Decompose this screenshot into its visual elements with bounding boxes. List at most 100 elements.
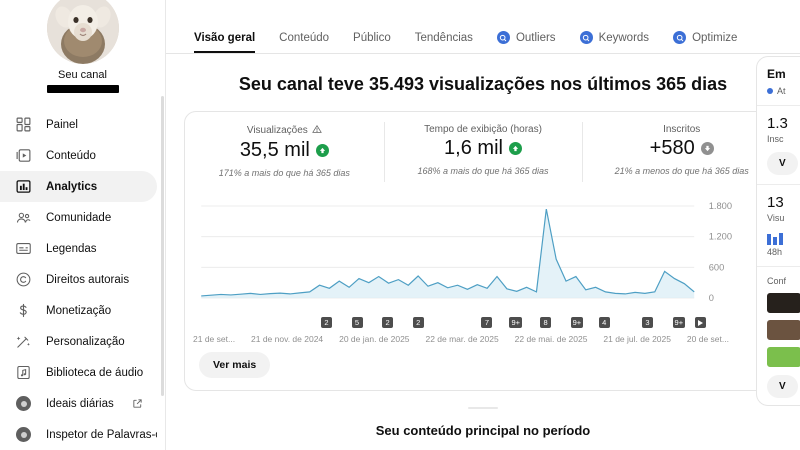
sidebar-item-label: Direitos autorais bbox=[46, 273, 130, 286]
video-thumbnail[interactable] bbox=[767, 320, 800, 340]
subtitles-icon bbox=[14, 239, 33, 258]
top-content-see-more-button[interactable]: V bbox=[767, 375, 798, 398]
chart-area-fill bbox=[201, 209, 695, 298]
video-marker-badge[interactable]: 4 bbox=[598, 317, 610, 328]
realtime-status-label: At bbox=[777, 86, 786, 96]
video-marker-badge[interactable]: 3 bbox=[641, 317, 653, 328]
sidebar-item-inspetor-de-palavras-chave[interactable]: Inspetor de Palavras-chav bbox=[0, 419, 157, 450]
sidebar-item-label: Monetização bbox=[46, 304, 112, 317]
metric-tempo-de-exibicao[interactable]: Tempo de exibição (horas) 1,6 mil 168% a… bbox=[383, 112, 583, 192]
sidebar-item-label: Comunidade bbox=[46, 211, 112, 224]
divider bbox=[757, 184, 800, 185]
tab-optimize[interactable]: Optimize bbox=[661, 31, 749, 53]
metric-value-wrap: +580 bbox=[586, 137, 777, 160]
metric-inscritos[interactable]: Inscritos +580 21% a menos do que há 365… bbox=[582, 112, 781, 192]
warning-icon bbox=[311, 124, 322, 137]
see-more-button[interactable]: Ver mais bbox=[199, 352, 271, 378]
views-chart[interactable]: 0 600 1.200 1.800 2 5 2 2 7 9+ 8 9+ 4 3 9+ bbox=[185, 192, 781, 330]
video-thumbnail[interactable] bbox=[767, 347, 800, 367]
metric-value-wrap: 1,6 mil bbox=[388, 137, 579, 160]
sidebar-item-personalizacao[interactable]: Personalização bbox=[0, 326, 157, 357]
video-marker-badge[interactable]: 7 bbox=[481, 317, 493, 328]
video-marker-badge[interactable]: 5 bbox=[351, 317, 363, 328]
sidebar-item-analytics[interactable]: Analytics bbox=[0, 171, 157, 202]
sidebar-item-conteudo[interactable]: Conteúdo bbox=[0, 140, 157, 171]
sidebar-scrollbar[interactable] bbox=[161, 96, 164, 396]
chart-x-tick: 21 de nov. de 2024 bbox=[251, 334, 324, 344]
see-more-row: Ver mais bbox=[185, 344, 781, 390]
sidebar-item-label: Analytics bbox=[46, 180, 98, 193]
tab-label: Conteúdo bbox=[279, 32, 330, 44]
realtime-sparkline bbox=[767, 233, 800, 245]
tab-label: Tendências bbox=[414, 32, 473, 44]
metric-value: 35,5 mil bbox=[239, 139, 310, 161]
community-people-icon bbox=[14, 208, 33, 227]
chart-line bbox=[201, 209, 694, 296]
video-marker-badge[interactable]: 2 bbox=[320, 317, 332, 328]
bottom-section-title: Seu conteúdo principal no período bbox=[375, 423, 591, 438]
video-marker-badge[interactable]: 9+ bbox=[509, 317, 523, 328]
sidebar-item-label: Legendas bbox=[46, 242, 97, 255]
tab-tendencias[interactable]: Tendências bbox=[403, 32, 485, 53]
extension-badge-icon bbox=[496, 31, 510, 44]
tab-label: Outliers bbox=[515, 31, 556, 44]
monetization-dollar-icon bbox=[14, 301, 33, 320]
copyright-icon bbox=[14, 270, 33, 289]
avatar[interactable] bbox=[46, 0, 119, 64]
sidebar-item-biblioteca-de-audio[interactable]: Biblioteca de áudio bbox=[0, 357, 157, 388]
video-marker-badge[interactable]: 9+ bbox=[672, 317, 686, 328]
content-video-icon bbox=[14, 146, 33, 165]
overview-card: Visualizações 35,5 mil bbox=[184, 111, 782, 391]
tab-visao-geral[interactable]: Visão geral bbox=[182, 32, 267, 53]
section-divider bbox=[468, 407, 498, 409]
metric-label: Tempo de exibição (horas) bbox=[424, 124, 542, 135]
overview-content: Seu canal teve 35.493 visualizações nos … bbox=[166, 54, 800, 438]
analytics-bar-icon bbox=[14, 177, 33, 196]
tab-label: Visão geral bbox=[194, 32, 256, 44]
tab-publico[interactable]: Público bbox=[341, 32, 403, 53]
chart-x-tick: 20 de jan. de 2025 bbox=[339, 334, 410, 344]
keyword-inspector-icon bbox=[14, 425, 33, 444]
extension-badge-icon bbox=[673, 31, 687, 44]
metric-label: Visualizações bbox=[246, 125, 308, 136]
video-marker-play-icon[interactable] bbox=[695, 317, 707, 328]
chart-x-tick: 20 de set... bbox=[686, 334, 729, 344]
metric-label-wrap: Tempo de exibição (horas) bbox=[388, 124, 579, 135]
page-title: Seu canal teve 35.493 visualizações nos … bbox=[238, 74, 728, 94]
tab-keywords[interactable]: Keywords bbox=[568, 31, 662, 53]
sidebar-item-monetizacao[interactable]: Monetização bbox=[0, 295, 157, 326]
metric-delta: 168% a mais do que há 365 dias bbox=[417, 166, 549, 176]
realtime-status: At bbox=[767, 86, 800, 96]
magic-wand-icon bbox=[14, 332, 33, 351]
realtime-title: Em bbox=[767, 67, 786, 81]
trend-up-icon bbox=[508, 142, 522, 155]
realtime-timeframe: 48h bbox=[767, 247, 783, 257]
video-marker-badge[interactable]: 2 bbox=[412, 317, 424, 328]
tab-outliers[interactable]: Outliers bbox=[485, 31, 568, 53]
sidebar-item-ideais-diarias[interactable]: Ideais diárias bbox=[0, 388, 157, 419]
audio-library-icon bbox=[14, 363, 33, 382]
main-content: Visão geral Conteúdo Público Tendências … bbox=[166, 0, 800, 450]
metrics-row: Visualizações 35,5 mil bbox=[185, 112, 781, 192]
sidebar-item-comunidade[interactable]: Comunidade bbox=[0, 202, 157, 233]
daily-ideas-icon bbox=[14, 394, 33, 413]
sidebar-item-label: Inspetor de Palavras-chav bbox=[46, 428, 157, 441]
sidebar-item-direitos-autorais[interactable]: Direitos autorais bbox=[0, 264, 157, 295]
sidebar-item-label: Biblioteca de áudio bbox=[46, 366, 144, 379]
video-thumbnail[interactable] bbox=[767, 293, 800, 313]
extension-badge-icon bbox=[579, 31, 593, 44]
metric-delta: 21% a menos do que há 365 dias bbox=[614, 166, 749, 176]
channel-handle-redacted bbox=[46, 85, 119, 93]
video-marker-badge[interactable]: 9+ bbox=[570, 317, 584, 328]
subscribers-see-more-button[interactable]: V bbox=[767, 152, 798, 175]
metric-visualizacoes[interactable]: Visualizações 35,5 mil bbox=[185, 112, 384, 192]
video-marker-badge[interactable]: 2 bbox=[382, 317, 394, 328]
sidebar: Seu canal Painel bbox=[0, 0, 166, 450]
sidebar-item-legendas[interactable]: Legendas bbox=[0, 233, 157, 264]
tab-conteudo[interactable]: Conteúdo bbox=[267, 32, 341, 53]
video-marker-badge[interactable]: 8 bbox=[540, 317, 552, 328]
sidebar-item-label: Personalização bbox=[46, 335, 125, 348]
channel-block: Seu canal bbox=[0, 0, 165, 99]
chart-y-tick: 600 bbox=[709, 262, 725, 272]
sidebar-item-painel[interactable]: Painel bbox=[0, 109, 157, 140]
